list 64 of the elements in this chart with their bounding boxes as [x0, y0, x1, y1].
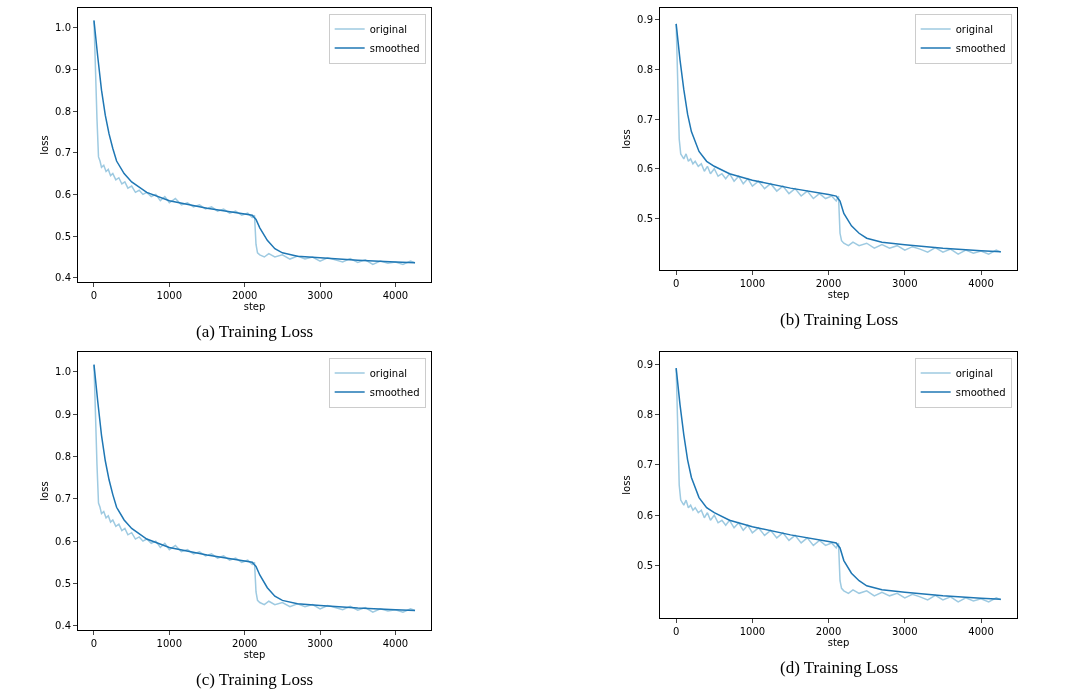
- y-tick-label: 0.8: [55, 451, 71, 463]
- y-tick-label: 0.6: [637, 509, 653, 521]
- x-axis-title: step: [827, 289, 850, 300]
- y-tick-label: 0.7: [637, 459, 653, 471]
- text: (c) Training Loss: [196, 670, 314, 689]
- y-tick-label: 0.5: [637, 560, 653, 572]
- x-tick-label: 3000: [892, 278, 918, 289]
- x-tick-label: 4000: [382, 290, 409, 301]
- legend-label: original: [955, 367, 994, 379]
- x-tick-label: 2000: [815, 626, 842, 637]
- x-tick-label: 3000: [307, 290, 333, 301]
- y-tick-label: 0.9: [637, 358, 653, 370]
- x-tick-label: 2000: [231, 290, 258, 301]
- x-axis-title: step: [827, 637, 850, 648]
- y-tick-label: 0.4: [55, 620, 71, 632]
- legend-label: original: [369, 23, 408, 35]
- y-axis-title: loss: [621, 129, 633, 149]
- x-tick-label: 0: [672, 626, 680, 637]
- text: (b) Training Loss: [780, 310, 899, 329]
- y-tick-label: 0.7: [55, 147, 71, 159]
- y-tick-label: 1.0: [55, 22, 71, 34]
- y-tick-label: 0.5: [637, 212, 653, 224]
- x-tick-label: 1000: [156, 290, 183, 301]
- x-tick-label: 4000: [968, 278, 994, 289]
- y-tick-label: 0.5: [55, 577, 71, 589]
- y-tick-label: 0.9: [55, 63, 71, 75]
- y-tick-label: 1.0: [55, 366, 71, 378]
- x-axis-title: step: [243, 649, 266, 660]
- x-tick-label: 4000: [968, 626, 994, 637]
- legend-label: smoothed: [955, 42, 1006, 54]
- y-tick-label: 0.8: [637, 64, 653, 76]
- legend-label: smoothed: [369, 42, 420, 54]
- legend-label: smoothed: [955, 386, 1006, 398]
- text: (d) Training Loss: [780, 658, 899, 677]
- x-tick-label: 2000: [815, 278, 842, 289]
- x-tick-label: 0: [90, 638, 98, 649]
- y-tick-label: 0.8: [55, 105, 71, 117]
- x-tick-label: 3000: [892, 626, 918, 637]
- y-axis-title: loss: [621, 475, 633, 495]
- legend-label: original: [955, 23, 994, 35]
- y-tick-label: 0.4: [55, 272, 71, 284]
- y-tick-label: 0.6: [55, 188, 71, 200]
- x-tick-label: 1000: [156, 638, 183, 649]
- y-tick-label: 0.8: [637, 408, 653, 420]
- y-tick-label: 0.7: [637, 113, 653, 125]
- x-tick-label: 2000: [231, 638, 258, 649]
- legend-label: smoothed: [369, 386, 420, 398]
- y-tick-label: 0.6: [637, 163, 653, 175]
- text: (a) Training Loss: [196, 322, 314, 341]
- y-tick-label: 0.5: [55, 230, 71, 242]
- x-tick-label: 1000: [739, 626, 766, 637]
- y-tick-label: 0.6: [55, 535, 71, 547]
- x-tick-label: 1000: [739, 278, 766, 289]
- y-axis-title: loss: [39, 135, 51, 155]
- x-tick-label: 0: [90, 290, 98, 301]
- y-axis-title: loss: [39, 481, 51, 501]
- y-tick-label: 0.7: [55, 493, 71, 505]
- legend-label: original: [369, 367, 408, 379]
- y-tick-label: 0.9: [55, 408, 71, 420]
- x-axis-title: step: [243, 301, 266, 312]
- y-tick-label: 0.9: [637, 14, 653, 26]
- x-tick-label: 4000: [382, 638, 409, 649]
- x-tick-label: 3000: [307, 638, 333, 649]
- x-tick-label: 0: [672, 278, 680, 289]
